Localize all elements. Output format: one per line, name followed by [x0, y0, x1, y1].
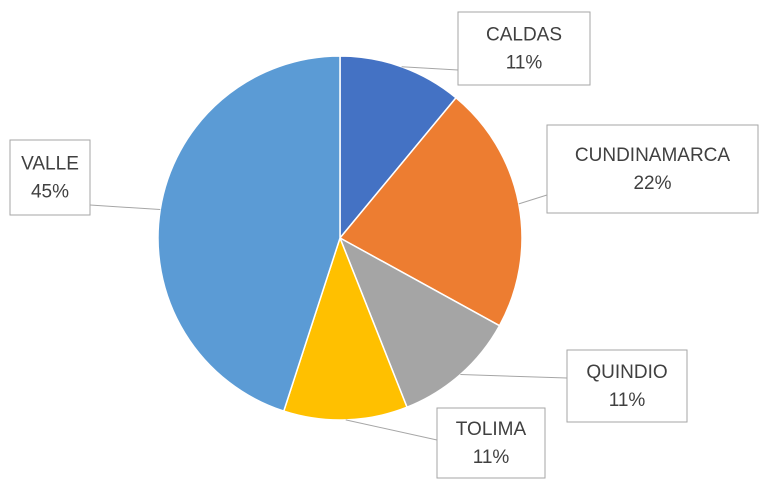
pie-slice: [157, 55, 341, 413]
callout-box: [436, 407, 546, 479]
callout-box: [546, 124, 759, 214]
value-label: 22%: [633, 173, 671, 194]
category-label: CUNDINAMARCA: [575, 145, 731, 166]
callout-box: [566, 349, 688, 423]
value-label: 11%: [609, 390, 646, 411]
callout-box: [457, 11, 591, 86]
leader-line: [401, 66, 459, 71]
category-label: TOLIMA: [456, 419, 527, 440]
leader-line: [518, 194, 548, 205]
value-label: 11%: [473, 447, 510, 468]
pie-slice: [338, 96, 523, 327]
value-label: 45%: [31, 182, 69, 203]
value-label: 11%: [506, 53, 543, 74]
leader-line: [89, 204, 161, 211]
category-label: CALDAS: [486, 25, 562, 46]
category-label: QUINDIO: [586, 362, 667, 383]
category-label: VALLE: [21, 154, 79, 175]
leader-line: [460, 374, 568, 379]
leader-line: [345, 419, 438, 441]
callout-box: [9, 139, 91, 216]
pie-slice: [339, 55, 458, 241]
